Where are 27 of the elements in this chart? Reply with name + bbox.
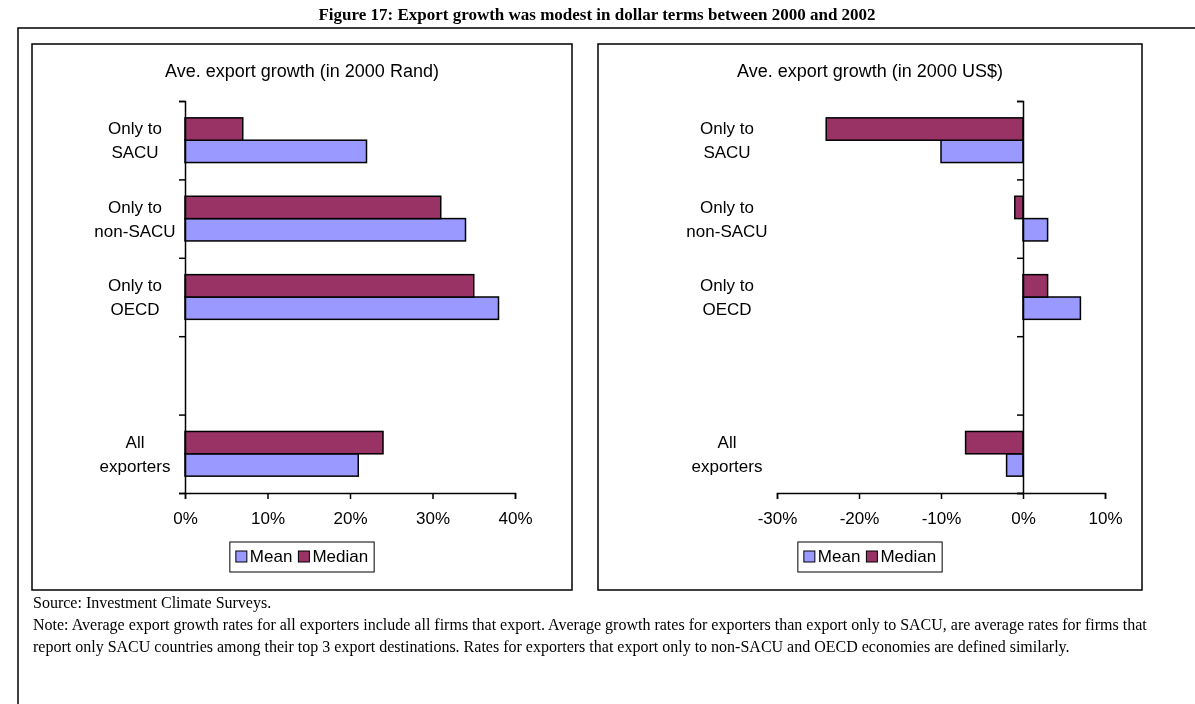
x-tick-label: 0% bbox=[173, 509, 198, 529]
y-tick-label: Only to SACU bbox=[108, 119, 162, 163]
legend-label: Median bbox=[880, 547, 937, 566]
chart-title: Ave. export growth (in 2000 US$) bbox=[737, 61, 1003, 81]
legend-label: Median bbox=[312, 547, 369, 566]
y-tick-label: Only to OECD bbox=[108, 276, 162, 319]
x-tick-label: 10% bbox=[1088, 509, 1123, 529]
legend-label: Mean bbox=[817, 547, 861, 566]
caption: Figure 17: Export growth was modest in dollar terms between 2000 and 2002 bbox=[318, 5, 876, 24]
chart-title: Ave. export growth (in 2000 Rand) bbox=[165, 61, 439, 81]
y-tick-label: Only to SACU bbox=[700, 119, 754, 163]
x-tick-label: -20% bbox=[839, 509, 880, 529]
text: Note: Average export growth rates for all exporters include all firms that export. Average growth rates for exporters than export only to SACU, are average rates for firms that report only SACU countries among their top 3 export destinations. Rates for exporters that export only to non-SACU and OECD economies are defined similarly. bbox=[33, 616, 1148, 656]
x-tick-label: 40% bbox=[498, 509, 533, 529]
x-tick-label: 0% bbox=[1011, 509, 1036, 529]
y-tick-label: All exporters bbox=[99, 432, 171, 476]
legend-label: Mean bbox=[249, 547, 293, 566]
x-tick-label: 10% bbox=[250, 509, 286, 529]
x-tick-label: -10% bbox=[921, 509, 962, 529]
x-tick-label: 30% bbox=[415, 509, 451, 529]
y-tick-label: Only to OECD bbox=[700, 276, 754, 319]
x-tick-label: 20% bbox=[333, 509, 368, 529]
y-tick-label: Only to non-SACU bbox=[686, 197, 768, 241]
source-note: Source: Investment Climate Surveys. bbox=[33, 594, 272, 612]
y-tick-label: Only to non-SACU bbox=[94, 197, 176, 241]
x-tick-label: -30% bbox=[757, 509, 798, 529]
y-tick-label: All exporters bbox=[691, 432, 763, 476]
